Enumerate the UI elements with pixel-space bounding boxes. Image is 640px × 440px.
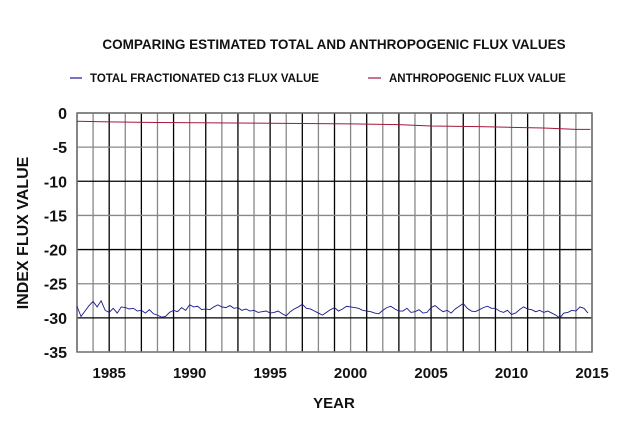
y-axis-label: INDEX FLUX VALUE [15, 156, 32, 309]
plot-frame [76, 112, 593, 353]
legend-label-anthropogenic: ANTHROPOGENIC FLUX VALUE [389, 73, 566, 85]
series-line-total [76, 299, 589, 319]
y-tick-label: -10 [44, 174, 67, 191]
y-tick-label: -35 [44, 345, 67, 362]
x-tick-label: 2000 [334, 365, 367, 382]
x-axis-label: YEAR [313, 395, 355, 412]
x-tick-label: 2005 [414, 365, 447, 382]
x-tick-label: 1985 [93, 365, 126, 382]
legend: TOTAL FRACTIONATED C13 FLUX VALUE ANTHRO… [70, 73, 566, 85]
x-tick-label: 2010 [495, 365, 528, 382]
grid [76, 112, 593, 353]
y-tick-label: -20 [44, 243, 67, 260]
x-tick-label: 1990 [173, 365, 206, 382]
x-tick-label: 2015 [575, 365, 608, 382]
series-lines [76, 120, 591, 319]
x-tick-label: 1995 [253, 365, 286, 382]
y-tick-label: 0 [58, 106, 67, 123]
y-tick-label: -15 [44, 208, 67, 225]
x-tick-labels: 1985 1990 1995 2000 2005 2010 2015 [93, 365, 609, 382]
series-line-anthropogenic [76, 120, 591, 130]
chart-title: COMPARING ESTIMATED TOTAL AND ANTHROPOGE… [102, 37, 565, 52]
y-tick-labels: 0 -5 -10 -15 -20 -25 -30 -35 [44, 106, 67, 362]
y-tick-label: -5 [53, 140, 67, 157]
y-tick-label: -25 [44, 277, 67, 294]
legend-label-total: TOTAL FRACTIONATED C13 FLUX VALUE [90, 73, 319, 85]
y-tick-label: -30 [44, 311, 67, 328]
